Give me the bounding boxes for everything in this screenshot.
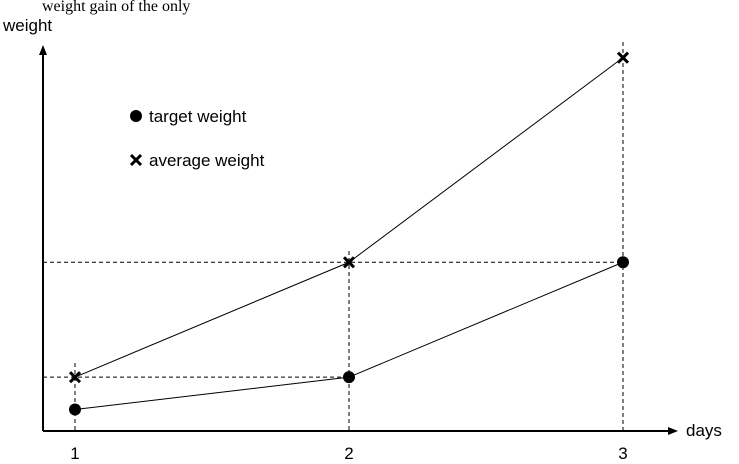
y-axis-arrowhead <box>39 45 47 55</box>
legend-marker-circle <box>130 110 142 122</box>
x-axis-arrowhead <box>668 427 678 435</box>
data-point-cross <box>616 51 630 64</box>
data-point-circle <box>343 371 355 384</box>
data-point-cross <box>342 256 356 269</box>
markers <box>68 51 630 416</box>
data-point-cross <box>68 371 82 384</box>
legend: target weight average weight <box>129 107 265 170</box>
legend-marker-cross <box>129 153 143 167</box>
cross-stroke <box>68 371 82 384</box>
legend-label: target weight <box>149 107 247 126</box>
cross-stroke <box>129 153 143 167</box>
data-point-circle <box>69 403 81 416</box>
x-ticks: 1 2 3 <box>70 444 627 463</box>
axes <box>39 45 678 435</box>
x-axis-label: days <box>686 421 722 440</box>
x-tick-label: 3 <box>618 444 627 463</box>
y-axis-label: weight <box>2 16 52 35</box>
data-point-circle <box>617 256 629 269</box>
reference-lines <box>43 42 624 431</box>
x-tick-label: 2 <box>344 444 353 463</box>
top-text-fragment: weight gain of the only <box>42 0 190 15</box>
x-tick-label: 1 <box>70 444 79 463</box>
legend-label: average weight <box>149 151 265 170</box>
cross-stroke <box>616 51 630 64</box>
cross-stroke <box>342 256 356 269</box>
